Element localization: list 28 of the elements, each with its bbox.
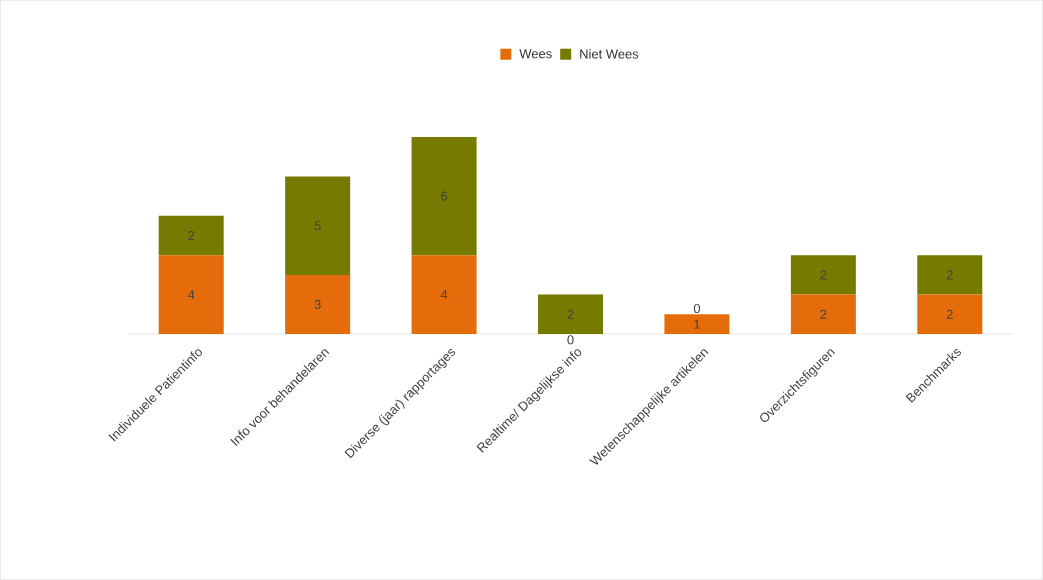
data-label: 1 xyxy=(694,319,700,329)
data-label: 0 xyxy=(567,335,574,345)
bar xyxy=(285,176,351,275)
bar xyxy=(790,294,856,334)
data-label: 3 xyxy=(314,299,321,310)
bar xyxy=(411,255,477,334)
bar xyxy=(285,274,351,334)
data-label: 2 xyxy=(946,270,953,280)
bar xyxy=(664,314,730,334)
data-label: 2 xyxy=(946,309,953,319)
data-label: 2 xyxy=(188,230,195,241)
data-label: 0 xyxy=(693,303,701,314)
legend-label: Wees xyxy=(519,49,552,59)
bar xyxy=(158,215,224,256)
data-label: 4 xyxy=(440,290,448,300)
bar xyxy=(411,137,477,256)
data-label: 4 xyxy=(187,290,195,300)
data-label: 2 xyxy=(567,309,574,319)
data-label: 2 xyxy=(820,309,827,319)
bar xyxy=(790,255,856,295)
data-label: 2 xyxy=(820,270,827,280)
data-label: 6 xyxy=(441,191,448,201)
bar xyxy=(158,255,224,334)
data-label: 5 xyxy=(314,221,321,231)
bar xyxy=(917,255,983,295)
bar xyxy=(917,294,983,334)
bar xyxy=(538,294,603,334)
legend-label: Niet Wees xyxy=(580,49,639,59)
